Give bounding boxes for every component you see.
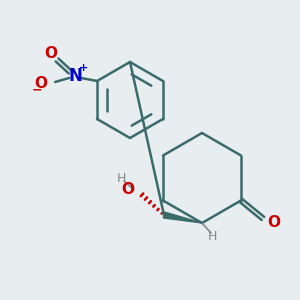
Text: O: O <box>121 182 134 197</box>
Text: H: H <box>207 230 217 244</box>
Text: N: N <box>68 67 82 85</box>
Text: O: O <box>34 76 47 92</box>
Polygon shape <box>164 212 202 223</box>
Text: −: − <box>32 83 42 97</box>
Text: H: H <box>116 172 126 185</box>
Text: O: O <box>267 215 280 230</box>
Text: +: + <box>79 63 88 73</box>
Text: O: O <box>45 46 58 62</box>
